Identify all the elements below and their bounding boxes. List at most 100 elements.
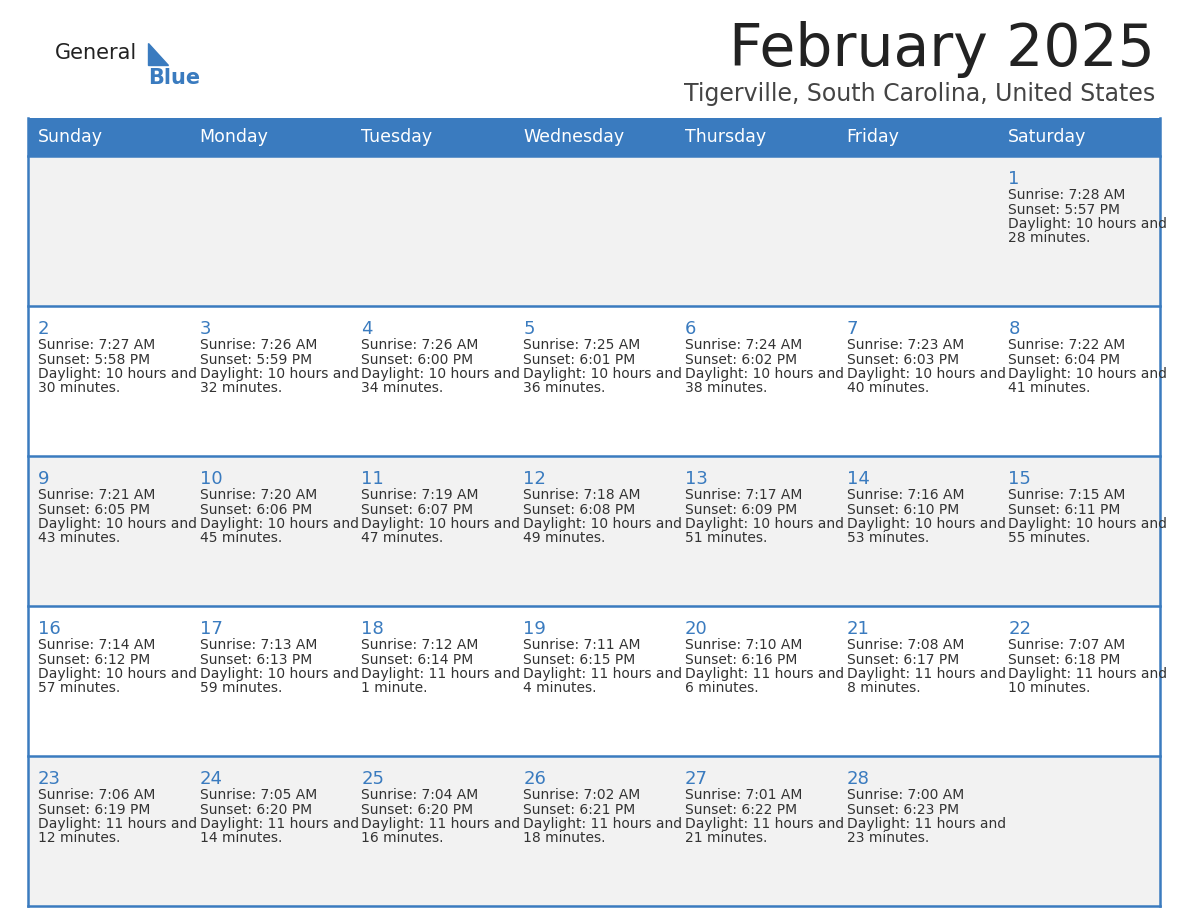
Text: Sunset: 6:20 PM: Sunset: 6:20 PM	[200, 802, 311, 816]
Text: Sunset: 6:20 PM: Sunset: 6:20 PM	[361, 802, 474, 816]
Text: 18: 18	[361, 620, 384, 638]
Text: 49 minutes.: 49 minutes.	[523, 532, 606, 545]
Text: 16: 16	[38, 620, 61, 638]
Text: Sunset: 6:11 PM: Sunset: 6:11 PM	[1009, 502, 1120, 517]
Text: Sunrise: 7:14 AM: Sunrise: 7:14 AM	[38, 638, 156, 652]
Text: Sunrise: 7:12 AM: Sunrise: 7:12 AM	[361, 638, 479, 652]
Text: Sunrise: 7:08 AM: Sunrise: 7:08 AM	[847, 638, 963, 652]
Bar	[352, 118, 513, 156]
Text: Tuesday: Tuesday	[361, 128, 432, 146]
Text: Sunrise: 7:19 AM: Sunrise: 7:19 AM	[361, 488, 479, 502]
Text: 57 minutes.: 57 minutes.	[38, 681, 120, 696]
Bar	[998, 306, 1159, 456]
Text: Sunrise: 7:20 AM: Sunrise: 7:20 AM	[200, 488, 317, 502]
Text: Sunset: 6:05 PM: Sunset: 6:05 PM	[38, 502, 150, 517]
Bar	[675, 306, 836, 456]
Text: Sunrise: 7:22 AM: Sunrise: 7:22 AM	[1009, 338, 1125, 352]
Text: Daylight: 10 hours and: Daylight: 10 hours and	[1009, 517, 1168, 531]
Text: 16 minutes.: 16 minutes.	[361, 832, 444, 845]
Text: 25: 25	[361, 770, 385, 788]
Text: Daylight: 11 hours and: Daylight: 11 hours and	[200, 817, 359, 831]
Text: 34 minutes.: 34 minutes.	[361, 382, 443, 396]
Polygon shape	[148, 43, 168, 65]
Text: 12 minutes.: 12 minutes.	[38, 832, 120, 845]
Text: Daylight: 10 hours and: Daylight: 10 hours and	[38, 667, 197, 681]
Text: Sunrise: 7:23 AM: Sunrise: 7:23 AM	[847, 338, 963, 352]
Text: Sunrise: 7:02 AM: Sunrise: 7:02 AM	[523, 788, 640, 802]
Text: Wednesday: Wednesday	[523, 128, 624, 146]
Text: General: General	[55, 43, 138, 63]
Text: Sunrise: 7:17 AM: Sunrise: 7:17 AM	[684, 488, 802, 502]
Text: 8 minutes.: 8 minutes.	[847, 681, 921, 696]
Text: Sunrise: 7:05 AM: Sunrise: 7:05 AM	[200, 788, 317, 802]
Text: February 2025: February 2025	[729, 21, 1155, 79]
Bar	[29, 756, 190, 906]
Text: Sunset: 6:15 PM: Sunset: 6:15 PM	[523, 653, 636, 666]
Text: 47 minutes.: 47 minutes.	[361, 532, 443, 545]
Text: Sunrise: 7:01 AM: Sunrise: 7:01 AM	[684, 788, 802, 802]
Text: 59 minutes.: 59 minutes.	[200, 681, 282, 696]
Bar	[836, 306, 998, 456]
Text: 22: 22	[1009, 620, 1031, 638]
Text: 40 minutes.: 40 minutes.	[847, 382, 929, 396]
Text: Sunset: 5:58 PM: Sunset: 5:58 PM	[38, 353, 150, 366]
Text: Sunset: 6:19 PM: Sunset: 6:19 PM	[38, 802, 151, 816]
Text: 28: 28	[847, 770, 870, 788]
Bar	[998, 756, 1159, 906]
Text: Sunset: 6:22 PM: Sunset: 6:22 PM	[684, 802, 797, 816]
Text: Tigerville, South Carolina, United States: Tigerville, South Carolina, United State…	[684, 82, 1155, 106]
Text: 4: 4	[361, 320, 373, 338]
Bar	[29, 306, 190, 456]
Text: 45 minutes.: 45 minutes.	[200, 532, 282, 545]
Bar	[513, 606, 675, 756]
Text: 30 minutes.: 30 minutes.	[38, 382, 120, 396]
Bar	[29, 118, 190, 156]
Text: 12: 12	[523, 470, 546, 488]
Text: Sunset: 6:01 PM: Sunset: 6:01 PM	[523, 353, 636, 366]
Text: 14 minutes.: 14 minutes.	[200, 832, 282, 845]
Text: 18 minutes.: 18 minutes.	[523, 832, 606, 845]
Text: Daylight: 11 hours and: Daylight: 11 hours and	[523, 667, 682, 681]
Text: 10: 10	[200, 470, 222, 488]
Bar	[675, 118, 836, 156]
Text: Thursday: Thursday	[684, 128, 766, 146]
Text: 11: 11	[361, 470, 384, 488]
Bar	[836, 756, 998, 906]
Text: Sunrise: 7:15 AM: Sunrise: 7:15 AM	[1009, 488, 1126, 502]
Text: 4 minutes.: 4 minutes.	[523, 681, 596, 696]
Text: 55 minutes.: 55 minutes.	[1009, 532, 1091, 545]
Text: Daylight: 10 hours and: Daylight: 10 hours and	[38, 367, 197, 381]
Text: 23 minutes.: 23 minutes.	[847, 832, 929, 845]
Text: Sunset: 6:02 PM: Sunset: 6:02 PM	[684, 353, 797, 366]
Text: 14: 14	[847, 470, 870, 488]
Text: 20: 20	[684, 620, 708, 638]
Text: 2: 2	[38, 320, 50, 338]
Text: Daylight: 10 hours and: Daylight: 10 hours and	[200, 667, 359, 681]
Bar	[352, 306, 513, 456]
Text: Sunset: 6:14 PM: Sunset: 6:14 PM	[361, 653, 474, 666]
Bar	[29, 156, 190, 306]
Text: 6: 6	[684, 320, 696, 338]
Text: 8: 8	[1009, 320, 1019, 338]
Text: Sunday: Sunday	[38, 128, 103, 146]
Text: Sunset: 5:57 PM: Sunset: 5:57 PM	[1009, 203, 1120, 217]
Text: Sunrise: 7:06 AM: Sunrise: 7:06 AM	[38, 788, 156, 802]
Text: Sunset: 6:10 PM: Sunset: 6:10 PM	[847, 502, 959, 517]
Text: Sunrise: 7:18 AM: Sunrise: 7:18 AM	[523, 488, 640, 502]
Text: Sunrise: 7:10 AM: Sunrise: 7:10 AM	[684, 638, 802, 652]
Text: Sunset: 6:18 PM: Sunset: 6:18 PM	[1009, 653, 1120, 666]
Text: Daylight: 10 hours and: Daylight: 10 hours and	[1009, 367, 1168, 381]
Bar	[513, 756, 675, 906]
Bar	[352, 756, 513, 906]
Bar	[190, 756, 352, 906]
Text: 13: 13	[684, 470, 708, 488]
Bar	[836, 118, 998, 156]
Text: 38 minutes.: 38 minutes.	[684, 382, 767, 396]
Text: Daylight: 11 hours and: Daylight: 11 hours and	[523, 817, 682, 831]
Text: Sunrise: 7:21 AM: Sunrise: 7:21 AM	[38, 488, 156, 502]
Bar	[836, 606, 998, 756]
Text: Daylight: 10 hours and: Daylight: 10 hours and	[847, 517, 1005, 531]
Text: Sunset: 6:07 PM: Sunset: 6:07 PM	[361, 502, 474, 517]
Text: 17: 17	[200, 620, 222, 638]
Text: Friday: Friday	[847, 128, 899, 146]
